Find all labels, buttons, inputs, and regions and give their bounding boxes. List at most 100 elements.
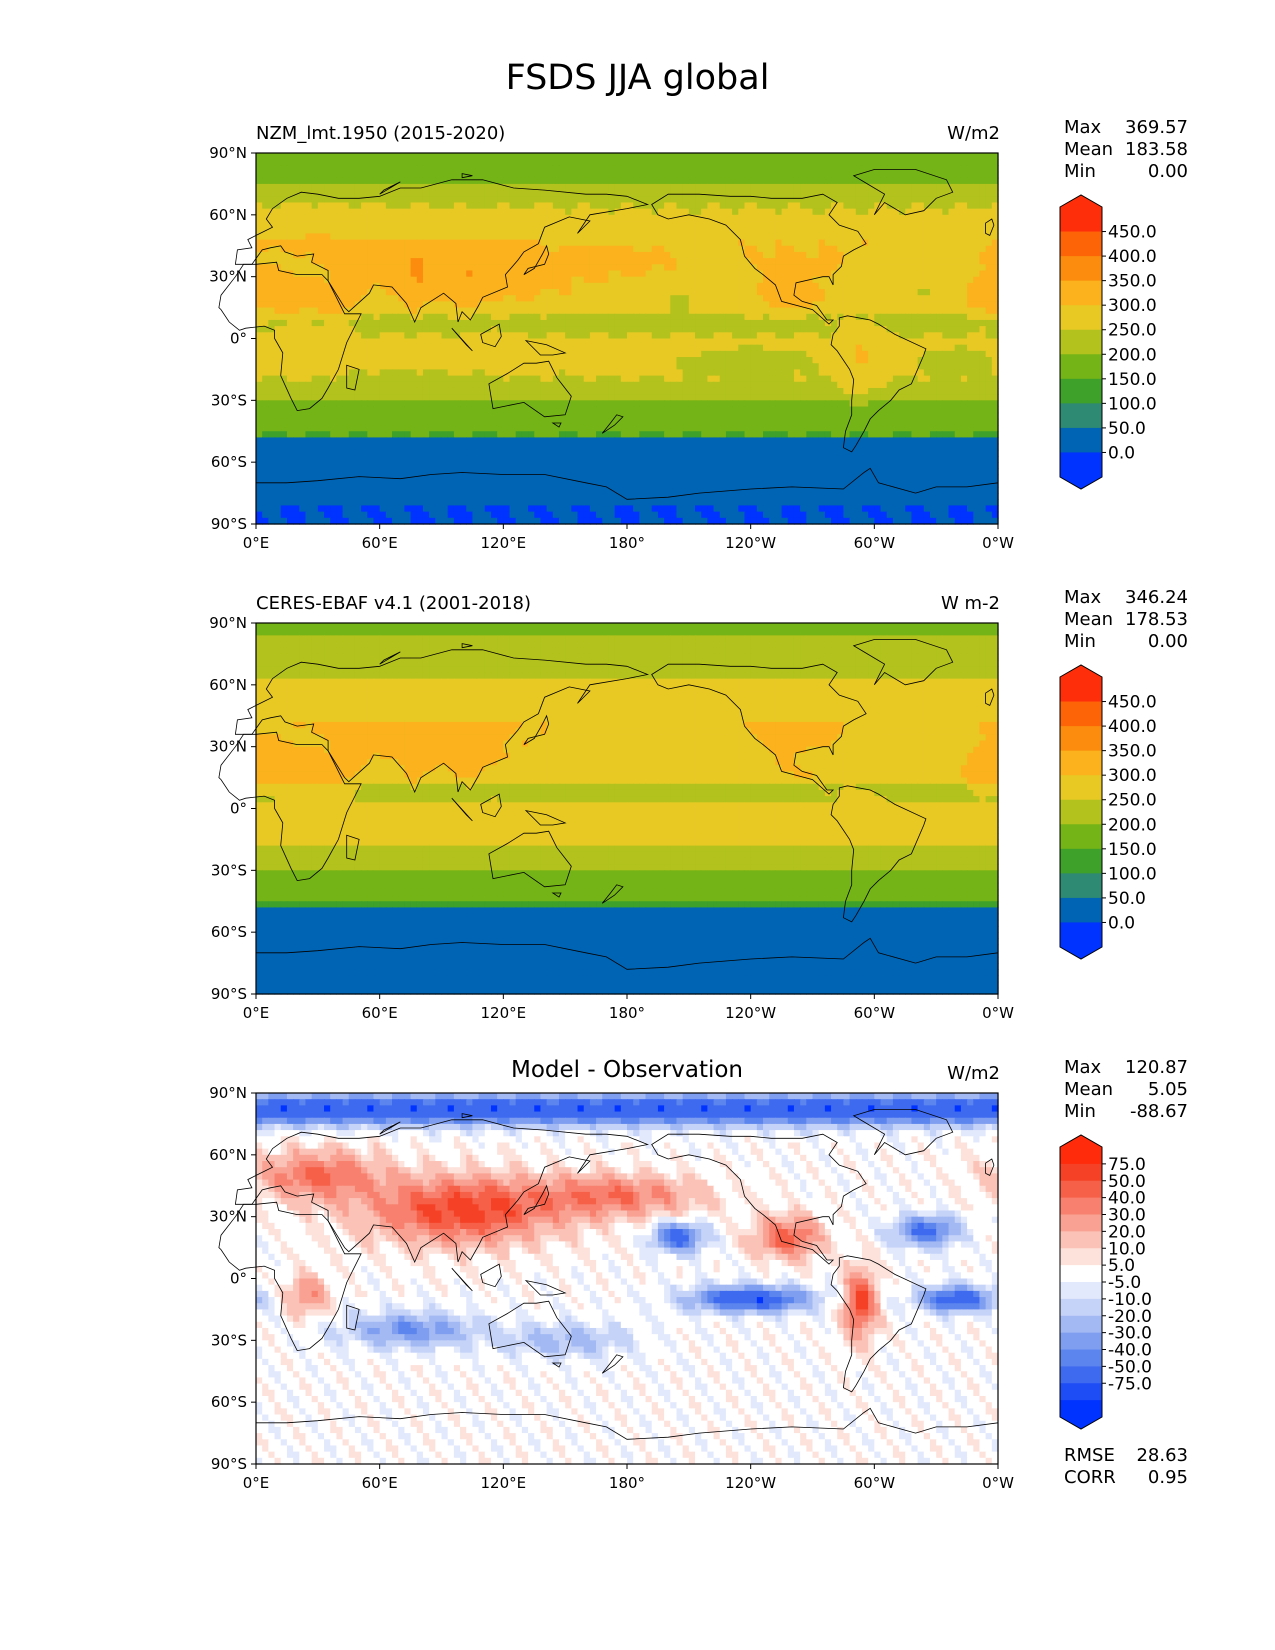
map-cell <box>286 190 294 197</box>
map-cell <box>317 332 325 340</box>
map-cell <box>942 171 950 179</box>
map-cell <box>948 258 956 265</box>
map-cell <box>837 326 845 333</box>
map-cell <box>589 357 597 364</box>
map-cell <box>596 276 603 284</box>
map-cell <box>435 258 443 265</box>
map-cell <box>602 221 610 228</box>
map-cell <box>732 338 739 346</box>
map-cell <box>911 159 919 166</box>
map-cell <box>688 177 696 185</box>
map-cell <box>664 171 671 179</box>
map-cell <box>398 319 405 327</box>
map-cell <box>695 381 702 389</box>
map-cell <box>682 295 690 302</box>
map-cell <box>651 208 659 216</box>
map-cell <box>843 221 851 228</box>
map-cell <box>824 227 832 234</box>
map-cell <box>552 227 560 234</box>
map-cell <box>354 295 362 302</box>
map-cell <box>732 381 739 389</box>
map-cell <box>744 344 752 352</box>
map-cell <box>354 332 362 340</box>
map-cell <box>929 350 937 358</box>
map-cell <box>540 221 548 228</box>
map-cell <box>868 196 875 204</box>
map-cell <box>565 301 572 309</box>
map-cell <box>756 177 764 185</box>
map-cell <box>262 332 269 340</box>
map-cell <box>868 214 875 222</box>
map-cell <box>404 344 412 352</box>
map-cell <box>552 357 560 364</box>
map-cell <box>509 153 517 160</box>
map-cell <box>824 165 832 173</box>
map-cell <box>688 251 696 259</box>
map-cell <box>855 282 863 290</box>
map-cell <box>410 357 418 364</box>
map-cell <box>367 307 375 315</box>
map-cell <box>905 233 913 241</box>
map-cell <box>478 270 486 278</box>
map-cell <box>422 344 430 352</box>
map-cell <box>682 221 690 228</box>
map-cell <box>453 190 461 197</box>
map-cell <box>311 289 319 296</box>
map-cell <box>880 381 888 389</box>
map-cell <box>583 344 591 352</box>
map-cell <box>769 319 776 327</box>
map-cell <box>917 319 925 327</box>
map-cell <box>936 357 943 364</box>
map-cell <box>707 363 715 371</box>
map-cell <box>441 344 449 352</box>
map-cell <box>342 301 350 309</box>
map-cell <box>503 307 511 315</box>
map-cell <box>633 233 640 241</box>
map-cell <box>812 190 820 197</box>
map-cell <box>299 400 307 408</box>
map-cell <box>991 350 999 358</box>
map-cell <box>305 233 313 241</box>
map-cell <box>688 202 696 210</box>
map-cell <box>466 190 474 197</box>
map-cell <box>596 319 603 327</box>
map-cell <box>286 177 294 185</box>
map-cell <box>960 245 968 253</box>
map-cell <box>614 307 622 315</box>
stat-value: 369.57 <box>1125 117 1188 139</box>
map-cell <box>892 276 900 284</box>
map-cell <box>639 276 647 284</box>
map-cell <box>688 326 696 333</box>
map-cell <box>991 369 999 377</box>
map-cell <box>274 400 282 408</box>
map-cell <box>410 183 418 191</box>
map-cell <box>571 196 579 204</box>
map-cell <box>713 381 721 389</box>
map-cell <box>596 159 603 166</box>
map-cell <box>676 202 684 210</box>
map-cell <box>639 381 647 389</box>
map-cell <box>398 183 405 191</box>
map-cell <box>738 183 746 191</box>
map-cell <box>286 270 294 278</box>
map-cell <box>342 239 350 247</box>
map-cell <box>973 276 981 284</box>
map-cell <box>410 350 418 358</box>
map-cell <box>701 350 708 358</box>
map-cell <box>719 363 727 371</box>
map-cell <box>589 381 597 389</box>
map-cell <box>478 208 486 216</box>
map-cell <box>416 159 424 166</box>
map-cell <box>398 196 405 204</box>
map-cell <box>305 400 313 408</box>
map-cell <box>670 375 678 383</box>
map-cell <box>441 196 449 204</box>
map-cell <box>824 245 832 253</box>
map-cell <box>886 400 894 408</box>
map-cell <box>274 295 282 302</box>
map-cell <box>546 227 554 234</box>
map-cell <box>787 196 795 204</box>
map-cell <box>664 394 671 401</box>
map-cell <box>676 270 684 278</box>
map-cell <box>608 363 616 371</box>
